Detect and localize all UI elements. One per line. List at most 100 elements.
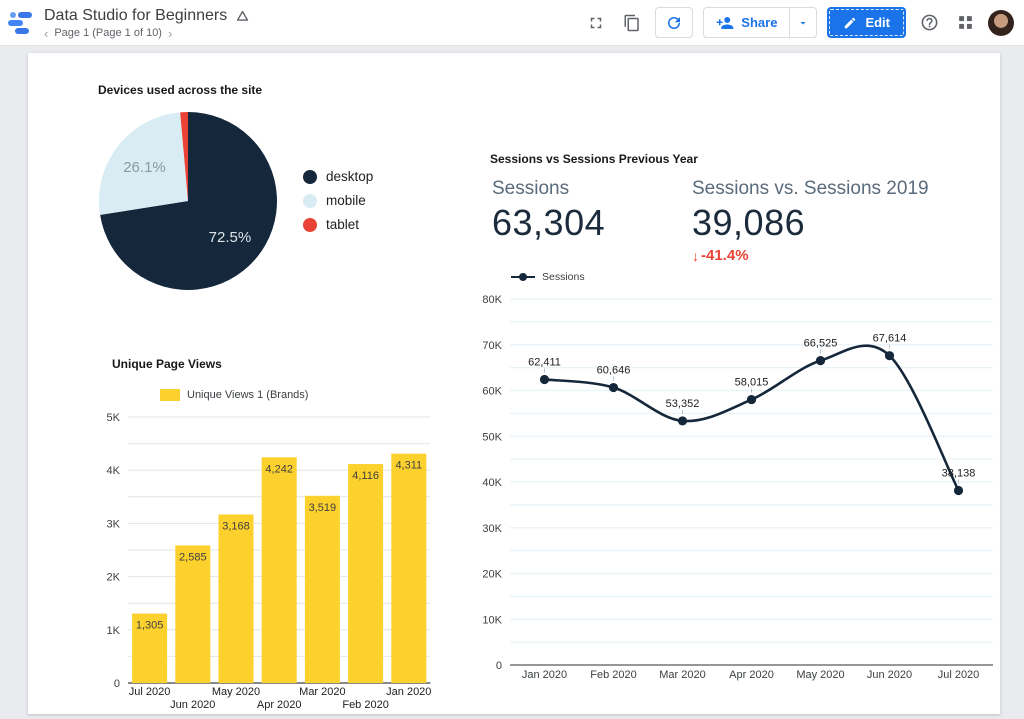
svg-text:62,411: 62,411 (528, 356, 561, 368)
svg-text:Mar 2020: Mar 2020 (299, 686, 345, 698)
svg-text:Feb 2020: Feb 2020 (590, 669, 636, 681)
bar-legend-label: Unique Views 1 (Brands) (187, 389, 309, 401)
page-navigation: ‹ Page 1 (Page 1 of 10) › (44, 25, 250, 41)
svg-text:3,519: 3,519 (309, 502, 337, 514)
pie-chart[interactable]: 72.5% 26.1% (98, 111, 278, 291)
svg-text:4,311: 4,311 (395, 460, 422, 472)
svg-text:30K: 30K (482, 523, 502, 535)
google-apps-grid-icon[interactable] (952, 10, 978, 36)
svg-text:3K: 3K (107, 518, 121, 530)
metric-label: Sessions vs. Sessions 2019 (692, 178, 929, 199)
svg-text:53,352: 53,352 (666, 398, 700, 410)
bar-legend-swatch (160, 389, 180, 401)
svg-text:20K: 20K (482, 569, 502, 581)
bar-chart-title: Unique Page Views (112, 357, 222, 371)
svg-text:58,015: 58,015 (735, 377, 769, 389)
report-canvas: Devices used across the site 72.5% 26.1% … (28, 53, 1000, 714)
svg-text:Jul 2020: Jul 2020 (938, 669, 980, 681)
line-legend-label: Sessions (542, 271, 585, 283)
user-avatar[interactable] (988, 9, 1014, 36)
svg-text:Apr 2020: Apr 2020 (729, 669, 774, 681)
svg-text:0: 0 (496, 660, 502, 672)
svg-text:60,646: 60,646 (597, 365, 631, 377)
svg-text:72.5%: 72.5% (209, 229, 252, 246)
arrow-down-icon: ↓ (692, 247, 699, 264)
svg-text:Jun 2020: Jun 2020 (170, 699, 215, 711)
metric-label: Sessions (492, 178, 570, 199)
svg-text:70K: 70K (482, 340, 502, 352)
svg-text:66,525: 66,525 (804, 338, 838, 350)
svg-text:60K: 60K (482, 386, 502, 398)
line-chart[interactable]: 0 10K 20K 30K 40K 50K 60K 70K 80K 62,411 Jan 2020 6… (480, 293, 1000, 713)
bar-legend[interactable]: Unique Views 1 (Brands) (160, 389, 308, 401)
report-title: Data Studio for Beginners (44, 7, 228, 24)
svg-text:Mar 2020: Mar 2020 (659, 669, 705, 681)
svg-text:3,168: 3,168 (222, 520, 250, 532)
legend-swatch (303, 193, 317, 208)
svg-text:1K: 1K (107, 625, 121, 637)
scorecard-title: Sessions vs Sessions Previous Year (490, 152, 698, 166)
pie-chart-title: Devices used across the site (98, 83, 263, 97)
svg-text:80K: 80K (482, 294, 502, 306)
svg-text:4K: 4K (107, 465, 121, 477)
report-title-row: Data Studio for Beginners (44, 6, 250, 25)
copy-report-button[interactable] (619, 10, 645, 36)
legend-label: mobile (326, 193, 366, 208)
svg-text:4,242: 4,242 (265, 463, 293, 475)
metric-delta-value: -41.4% (701, 247, 749, 264)
legend-swatch (303, 217, 317, 232)
person-add-icon (717, 16, 734, 29)
svg-text:Jan 2020: Jan 2020 (386, 686, 431, 698)
svg-text:0: 0 (114, 678, 120, 690)
metric-value: 39,086 (692, 202, 806, 243)
legend-item-tablet[interactable]: tablet (303, 217, 373, 232)
share-options-caret[interactable] (789, 8, 816, 37)
legend-label: desktop (326, 169, 374, 184)
svg-text:26.1%: 26.1% (123, 159, 166, 176)
svg-text:May 2020: May 2020 (212, 686, 260, 698)
line-legend-marker (511, 273, 535, 281)
edit-button-label: Edit (865, 15, 890, 30)
svg-text:Feb 2020: Feb 2020 (342, 699, 388, 711)
svg-text:50K: 50K (482, 431, 502, 443)
data-studio-logo[interactable] (8, 11, 34, 34)
svg-text:1,305: 1,305 (136, 620, 164, 632)
edit-button[interactable]: Edit (827, 7, 906, 38)
line-legend[interactable]: Sessions (510, 271, 585, 283)
refresh-data-button[interactable] (655, 7, 694, 38)
svg-text:4,116: 4,116 (352, 470, 379, 482)
legend-label: tablet (326, 217, 360, 232)
prev-page-chevron[interactable]: ‹ (44, 25, 49, 41)
next-page-chevron[interactable]: › (167, 25, 173, 41)
pencil-icon (845, 17, 856, 28)
svg-text:Jan 2020: Jan 2020 (522, 669, 567, 681)
bar-chart[interactable]: 0 1K 2K 3K 4K 5K 1,305 Jul 2020 2,585 Jun 2020 3,1… (98, 413, 478, 715)
metric-value: 63,304 (492, 202, 606, 243)
svg-text:Apr 2020: Apr 2020 (257, 699, 302, 711)
report-background: Devices used across the site 72.5% 26.1% … (0, 46, 1024, 719)
share-button-label: Share (741, 15, 778, 30)
svg-text:5K: 5K (107, 413, 121, 424)
svg-text:67,614: 67,614 (873, 333, 907, 345)
metric-delta: ↓ -41.4% (692, 247, 929, 264)
pie-legend: desktop mobile tablet (303, 169, 373, 241)
share-button-group: Share (703, 7, 818, 38)
svg-text:Jun 2020: Jun 2020 (867, 669, 912, 681)
svg-text:2,585: 2,585 (179, 551, 207, 563)
svg-text:2K: 2K (107, 572, 121, 584)
header-bar: Data Studio for Beginners ‹ Page 1 (Page… (0, 0, 1024, 46)
fullscreen-button[interactable] (583, 10, 609, 36)
metric-sessions: Sessions 63,304 (492, 177, 605, 245)
page-indicator[interactable]: Page 1 (Page 1 of 10) (54, 27, 162, 39)
metric-sessions-vs-2019: Sessions vs. Sessions 2019 39,086 ↓ -41.… (692, 177, 929, 264)
share-button[interactable]: Share (704, 8, 789, 37)
legend-item-desktop[interactable]: desktop (303, 169, 373, 184)
svg-text:40K: 40K (482, 477, 502, 489)
svg-text:10K: 10K (482, 614, 502, 626)
svg-text:38,138: 38,138 (942, 468, 976, 480)
legend-item-mobile[interactable]: mobile (303, 193, 373, 208)
svg-text:Jul 2020: Jul 2020 (129, 686, 171, 698)
drive-icon (235, 9, 250, 23)
help-button[interactable] (916, 10, 942, 36)
